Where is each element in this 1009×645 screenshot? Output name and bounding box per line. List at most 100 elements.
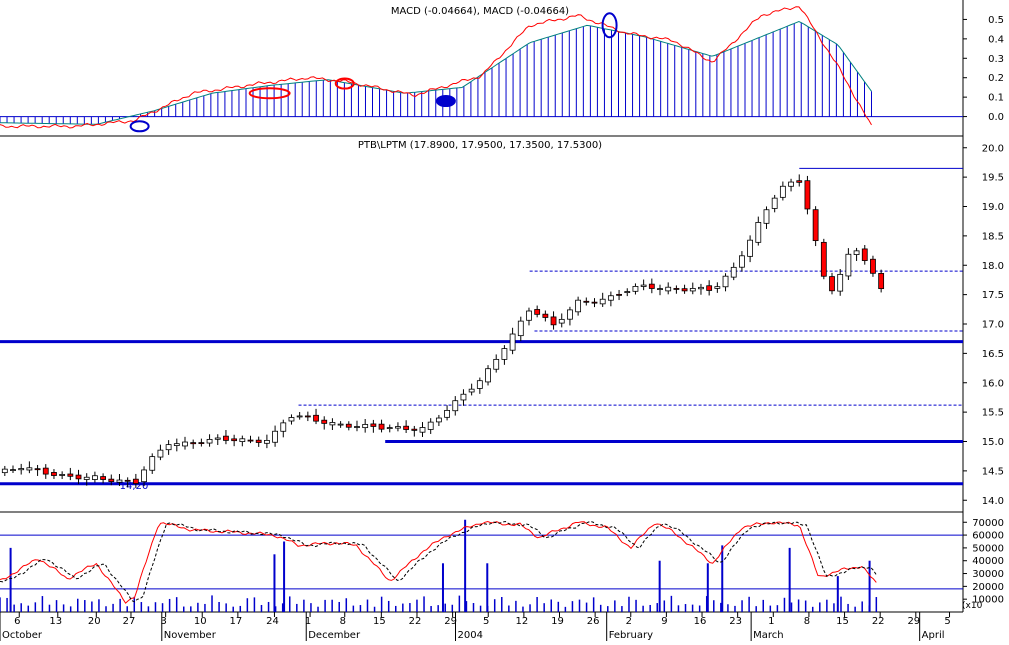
x-tick-label: 5	[483, 616, 489, 627]
candle-body	[18, 468, 25, 471]
y-tick-label: 30000	[972, 569, 1004, 580]
candle-body	[763, 209, 770, 224]
macd-marker-ellipse	[601, 12, 618, 39]
x-tick-label: 9	[661, 616, 667, 627]
candle-body	[542, 313, 549, 318]
candle-body	[870, 258, 876, 274]
candle-body	[67, 473, 74, 477]
candle-body	[362, 424, 369, 429]
candle-body	[190, 442, 197, 445]
y-tick-label: 0.2	[988, 73, 1004, 84]
candle-body	[485, 368, 491, 383]
x-tick-label: 29	[907, 616, 920, 627]
candle-body	[575, 299, 582, 313]
candle-body	[599, 298, 606, 305]
x-tick-label: 13	[49, 616, 62, 627]
candle-body	[755, 222, 762, 243]
y-tick-label: 0.5	[988, 15, 1004, 26]
candle-body	[673, 288, 680, 290]
candle-body	[51, 472, 57, 476]
y-tick-label: 0.1	[988, 93, 1004, 104]
candle-body	[427, 421, 434, 430]
y-tick-label: 19.0	[982, 202, 1004, 213]
x-tick-label: 8	[804, 616, 810, 627]
candle-body	[304, 415, 311, 418]
candle-body	[681, 288, 688, 292]
macd-signal-line	[0, 20, 872, 125]
x-tick-label: 10	[194, 616, 207, 627]
y-tick-label: 0.3	[988, 54, 1004, 65]
candle-body	[214, 437, 221, 440]
candle-body	[820, 241, 827, 277]
candle-body	[616, 293, 622, 296]
y-tick-label: 18.5	[982, 231, 1004, 242]
x-tick-label: 1	[305, 616, 311, 627]
y-tick-label: 10000	[972, 595, 1004, 606]
candle-body	[132, 478, 139, 484]
y-tick-label: 14.0	[982, 496, 1004, 507]
candle-body	[223, 435, 229, 441]
candle-body	[92, 475, 98, 480]
candle-body	[182, 441, 188, 447]
y-tick-label: 15.5	[982, 408, 1004, 419]
x-tick-label: 12	[516, 616, 529, 627]
candle-body	[75, 474, 82, 480]
stoch-k-line	[0, 520, 877, 604]
month-label: March	[753, 630, 783, 641]
candle-body	[165, 444, 172, 451]
candle-body	[231, 438, 238, 442]
y-tick-label: 0.4	[988, 34, 1004, 45]
candle-body	[624, 291, 631, 293]
candle-body	[517, 320, 524, 337]
price-panel: 14.0 14.5 15.0 15.5 16.0 16.5 17.0 17.5 18.0 18.5…	[0, 143, 1004, 507]
candle-body	[42, 467, 49, 475]
y-tick-label: 20000	[972, 582, 1004, 593]
macd-marker-ellipse	[334, 77, 355, 90]
stoch-d-line	[0, 520, 877, 603]
candle-body	[313, 414, 319, 422]
y-tick-label: 14.5	[982, 466, 1004, 477]
axes-group: 6 13 20 27 3 10 17 24 1 8 15 22 29 5 12 19 26 2 9 16 23 1 8 15 2…	[0, 612, 951, 641]
month-label: November	[164, 630, 217, 641]
candle-body	[722, 275, 729, 288]
candle-body	[26, 467, 33, 471]
candle-body	[247, 439, 254, 442]
price-min-annotation: 14,20	[120, 481, 149, 492]
candle-body	[263, 440, 270, 444]
candle-body	[345, 423, 352, 428]
candle-body	[550, 316, 557, 326]
candle-body	[689, 288, 696, 292]
candle-body	[706, 285, 713, 291]
candle-body	[157, 449, 164, 458]
x-tick-label: 29	[444, 616, 457, 627]
candle-body	[108, 478, 115, 483]
candle-body	[321, 419, 328, 424]
candle-body	[435, 417, 442, 423]
x-tick-label: 24	[266, 616, 279, 627]
candle-body	[861, 248, 868, 261]
candle-body	[34, 468, 41, 471]
x-tick-label: 15	[836, 616, 849, 627]
candle-body	[419, 427, 426, 433]
y-tick-label: 40000	[972, 556, 1004, 567]
candle-body	[526, 310, 532, 321]
candle-body	[452, 400, 459, 412]
y-tick-label: 70000	[972, 518, 1004, 529]
candle-body	[812, 209, 819, 242]
candle-body	[640, 284, 647, 287]
x-tick-label: 1	[768, 616, 774, 627]
y-tick-label: 50000	[972, 543, 1004, 554]
candle-body	[648, 283, 655, 289]
x-tick-label: 16	[694, 616, 707, 627]
candle-body	[878, 273, 885, 290]
candle-body	[173, 443, 180, 446]
candle-body	[460, 393, 467, 401]
candle-body	[386, 427, 393, 429]
y-tick-label: 17.0	[982, 320, 1004, 331]
macd-marker-ellipse	[129, 120, 150, 133]
candle-body	[796, 180, 803, 183]
candle-body	[632, 286, 639, 292]
candle-body	[837, 273, 844, 292]
y-tick-label: 17.5	[982, 290, 1004, 301]
